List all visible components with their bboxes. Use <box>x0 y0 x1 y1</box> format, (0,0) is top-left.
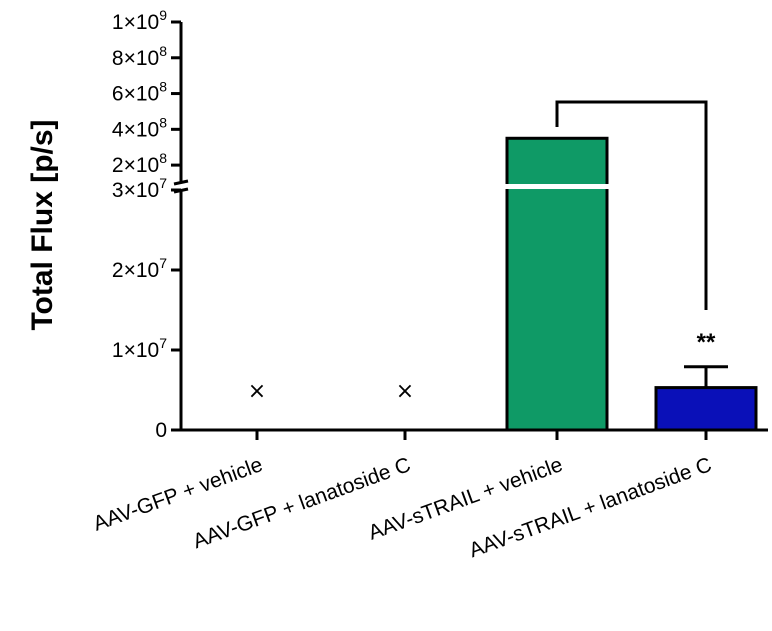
x-category-label: AAV-sTRAIL + lanatoside C <box>466 453 715 562</box>
missing-value-marker: × <box>248 379 266 404</box>
y-tick-label: 1×107 <box>112 335 167 362</box>
y-axis-label: Total Flux [p/s] <box>26 119 59 330</box>
bar <box>505 136 609 432</box>
y-tick-label: 8×108 <box>112 43 167 70</box>
axis-break-mark <box>173 179 189 186</box>
y-tick-label: 2×108 <box>112 150 167 177</box>
bar-break-gap <box>504 184 610 189</box>
y-tick-label: 1×109 <box>112 7 167 34</box>
significance-bracket <box>555 100 708 310</box>
significance-label: ** <box>697 329 716 356</box>
annotations: ** <box>555 100 716 356</box>
y-axis-label-group: Total Flux [p/s] <box>26 119 59 330</box>
missing-value-marker: × <box>396 379 414 404</box>
bar <box>654 386 758 432</box>
y-tick-label: 3×107 <box>112 175 167 202</box>
y-tick-label: 4×108 <box>112 114 167 141</box>
y-tick-label: 6×108 <box>112 79 167 106</box>
y-tick-label: 0 <box>155 419 167 442</box>
bars: × × <box>248 136 758 432</box>
y-tick-label: 2×107 <box>112 255 167 282</box>
